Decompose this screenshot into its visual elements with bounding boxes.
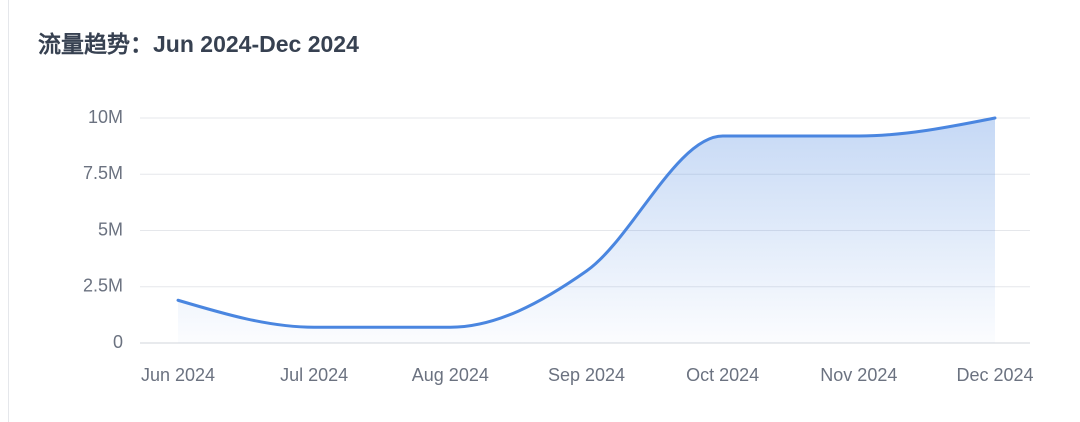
area: [178, 118, 995, 343]
y-tick-label: 5M: [98, 219, 123, 239]
y-tick-label: 0: [113, 332, 123, 352]
y-tick-label: 10M: [88, 107, 123, 127]
x-tick-label: Aug 2024: [412, 365, 489, 385]
x-tick-label: Oct 2024: [686, 365, 759, 385]
y-tick-label: 2.5M: [83, 276, 123, 296]
x-tick-label: Jun 2024: [141, 365, 215, 385]
x-tick-label: Sep 2024: [548, 365, 625, 385]
x-tick-label: Dec 2024: [956, 365, 1033, 385]
line: [176, 116, 997, 329]
x-tick-label: Jul 2024: [280, 365, 348, 385]
y-tick-label: 7.5M: [83, 163, 123, 183]
x-tick-label: Nov 2024: [820, 365, 897, 385]
chart-title: 流量趋势：Jun 2024-Dec 2024: [38, 31, 359, 57]
